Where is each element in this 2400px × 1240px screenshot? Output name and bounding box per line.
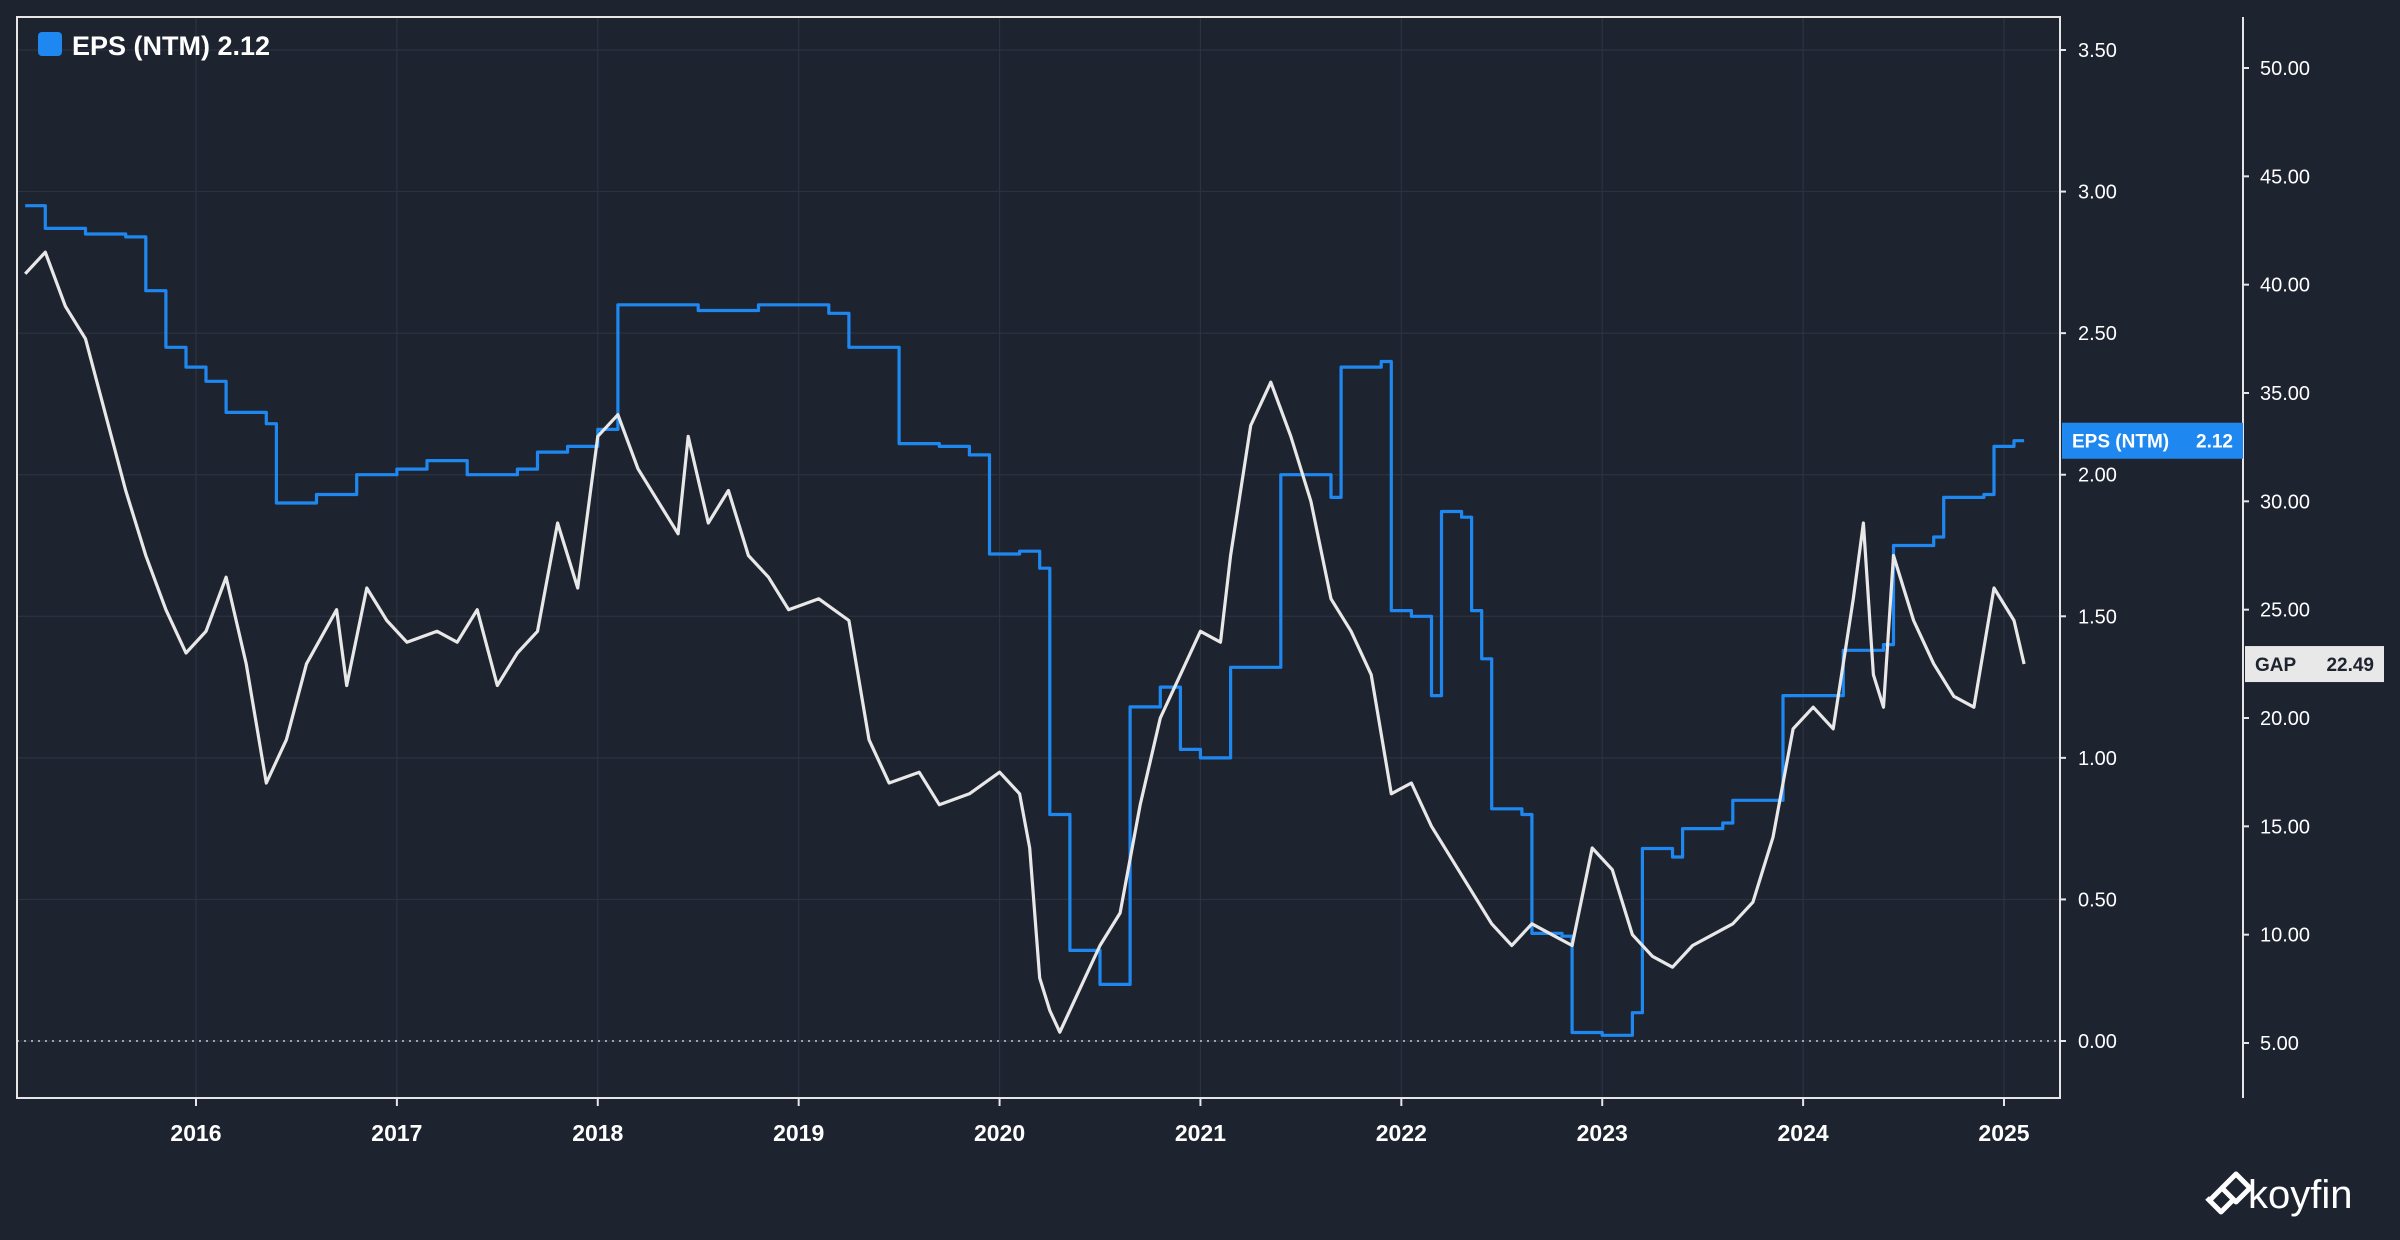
x-tick-label-2022: 2022 xyxy=(1376,1120,1427,1146)
left-tick-label-0.00: 0.00 xyxy=(2078,1031,2117,1053)
eps-tag-name: EPS (NTM) xyxy=(2072,432,2169,453)
right-tick-label-50.00: 50.00 xyxy=(2260,58,2310,80)
legend: EPS (NTM) 2.12 xyxy=(38,31,270,61)
series-layer xyxy=(24,204,2026,1037)
left-tick-label-3.00: 3.00 xyxy=(2078,182,2117,204)
right-tick-label-35.00: 35.00 xyxy=(2260,383,2310,405)
legend-swatch xyxy=(38,32,62,56)
x-tick-label-2016: 2016 xyxy=(170,1120,221,1146)
eps-tag-value: 2.12 xyxy=(2196,432,2233,453)
x-tick-label-2020: 2020 xyxy=(974,1120,1025,1146)
series-line-gap xyxy=(24,250,2026,1034)
right-tick-label-25.00: 25.00 xyxy=(2260,600,2310,622)
brand-name: koyfin xyxy=(2248,1173,2353,1217)
eps-value-tag: EPS (NTM) 2.12 xyxy=(2062,422,2243,459)
left-tick-label-2.50: 2.50 xyxy=(2078,323,2117,345)
x-tick-label-2023: 2023 xyxy=(1577,1120,1628,1146)
koyfin-mark-icon-lower xyxy=(2205,1196,2237,1215)
gap-tag-box xyxy=(2245,646,2384,683)
x-tick-label-2021: 2021 xyxy=(1175,1120,1226,1146)
right-axis-ticks: 5.00 10.00 15.00 20.00 25.00 30.00 35.00 40.00 4… xyxy=(2243,58,2310,1055)
gap-tag-value: 22.49 xyxy=(2326,655,2374,676)
gap-tag-name: GAP xyxy=(2255,655,2297,676)
left-tick-label-1.50: 1.50 xyxy=(2078,606,2117,628)
right-tick-label-40.00: 40.00 xyxy=(2260,275,2310,297)
x-tick-label-2018: 2018 xyxy=(572,1120,623,1146)
right-tick-label-10.00: 10.00 xyxy=(2260,925,2310,947)
right-tick-label-45.00: 45.00 xyxy=(2260,166,2310,188)
right-tick-label-20.00: 20.00 xyxy=(2260,708,2310,730)
left-tick-label-3.50: 3.50 xyxy=(2078,40,2117,62)
left-tick-label-1.00: 1.00 xyxy=(2078,748,2117,770)
left-axis-ticks: 0.00 0.50 1.00 1.50 2.00 2.50 3.00 3.50 xyxy=(2060,40,2117,1053)
koyfin-logo: koyfin xyxy=(2205,1171,2353,1217)
x-tick-label-2024: 2024 xyxy=(1778,1120,1829,1146)
right-tick-label-30.00: 30.00 xyxy=(2260,491,2310,513)
left-tick-label-0.50: 0.50 xyxy=(2078,889,2117,911)
x-tick-label-2017: 2017 xyxy=(371,1120,422,1146)
x-tick-label-2019: 2019 xyxy=(773,1120,824,1146)
right-tick-label-5.00: 5.00 xyxy=(2260,1033,2299,1055)
x-tick-label-2025: 2025 xyxy=(1978,1120,2029,1146)
legend-label: EPS (NTM) 2.12 xyxy=(72,31,270,61)
series-line-eps-ntm- xyxy=(25,204,2025,1037)
gap-value-tag: GAP 22.49 xyxy=(2245,646,2384,683)
right-tick-label-15.00: 15.00 xyxy=(2260,816,2310,838)
left-tick-label-2.00: 2.00 xyxy=(2078,465,2117,487)
eps-tag-box xyxy=(2062,422,2243,459)
koyfin-mark-icon xyxy=(2208,1171,2253,1205)
x-axis-ticks: 2016 2017 2018 2019 2020 2021 2022 2023 2024 2025 xyxy=(170,1098,2030,1146)
